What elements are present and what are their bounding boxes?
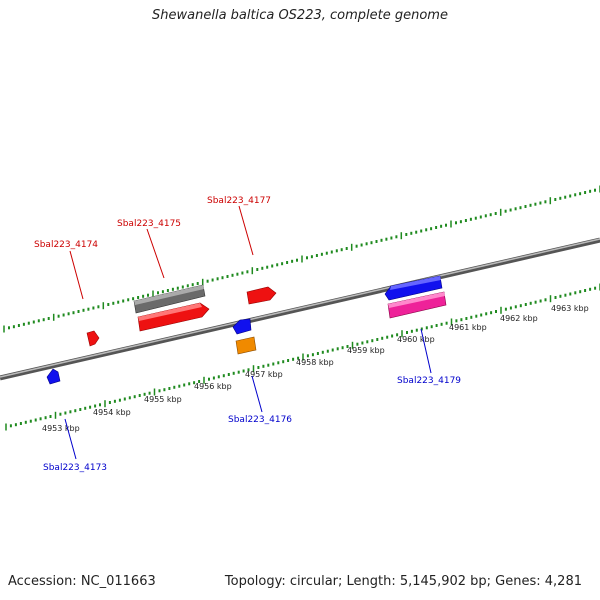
gene-label-4179[interactable]: Sbal223_4179 <box>397 376 461 386</box>
upper-tick-row <box>3 185 600 333</box>
gene-label-4177[interactable]: Sbal223_4177 <box>207 196 271 206</box>
leader-4177 <box>238 205 254 256</box>
lower-tick-row <box>5 283 600 431</box>
genome-backbone-highlight <box>0 238 600 378</box>
tick-label-4957: 4957 kbp <box>245 370 283 379</box>
tick-labels: 4953 kbp 4954 kbp 4955 kbp 4956 kbp 4957… <box>42 304 589 433</box>
tick-label-4959: 4959 kbp <box>347 346 385 355</box>
tick-label-4963: 4963 kbp <box>551 304 589 313</box>
map-title: Shewanella baltica OS223, complete genom… <box>152 8 448 23</box>
leader-4173 <box>64 418 77 460</box>
genome-summary-text: Topology: circular; Length: 5,145,902 bp… <box>224 574 582 589</box>
label-leaders <box>64 205 432 460</box>
tick-label-4953: 4953 kbp <box>42 424 80 433</box>
gene-label-4173[interactable]: Sbal223_4173 <box>43 463 107 473</box>
tick-label-4954: 4954 kbp <box>93 408 131 417</box>
tick-label-4961: 4961 kbp <box>449 323 487 332</box>
gene-4175-gray-highlight <box>134 285 204 305</box>
gene-4174[interactable] <box>86 330 100 347</box>
tick-label-4962: 4962 kbp <box>500 314 538 323</box>
tick-label-4958: 4958 kbp <box>296 358 334 367</box>
gene-label-4176[interactable]: Sbal223_4176 <box>228 415 292 425</box>
gene-4176[interactable] <box>235 336 257 355</box>
tick-label-4956: 4956 kbp <box>194 382 232 391</box>
gene-labels: Sbal223_4174 Sbal223_4175 Sbal223_4177 S… <box>34 196 461 473</box>
accession-text: Accession: NC_011663 <box>8 574 156 589</box>
tick-label-4960: 4960 kbp <box>397 335 435 344</box>
leader-4175 <box>146 228 165 279</box>
gene-4179-rna-highlight <box>388 292 445 308</box>
gene-4175-highlight <box>138 303 202 321</box>
leader-4176 <box>251 375 263 413</box>
gene-label-4175[interactable]: Sbal223_4175 <box>117 219 181 229</box>
genome-backbone <box>0 237 600 381</box>
gene-4173[interactable] <box>46 368 61 385</box>
leader-4174 <box>69 250 84 300</box>
tick-label-4955: 4955 kbp <box>144 395 182 404</box>
gene-4179-highlight <box>390 276 441 290</box>
gene-label-4174[interactable]: Sbal223_4174 <box>34 240 98 250</box>
leader-4179 <box>420 328 432 374</box>
gene-4176-blue[interactable] <box>232 318 252 335</box>
reverse-genes <box>46 275 447 385</box>
gene-4177[interactable] <box>246 286 277 305</box>
forward-genes <box>86 284 277 347</box>
